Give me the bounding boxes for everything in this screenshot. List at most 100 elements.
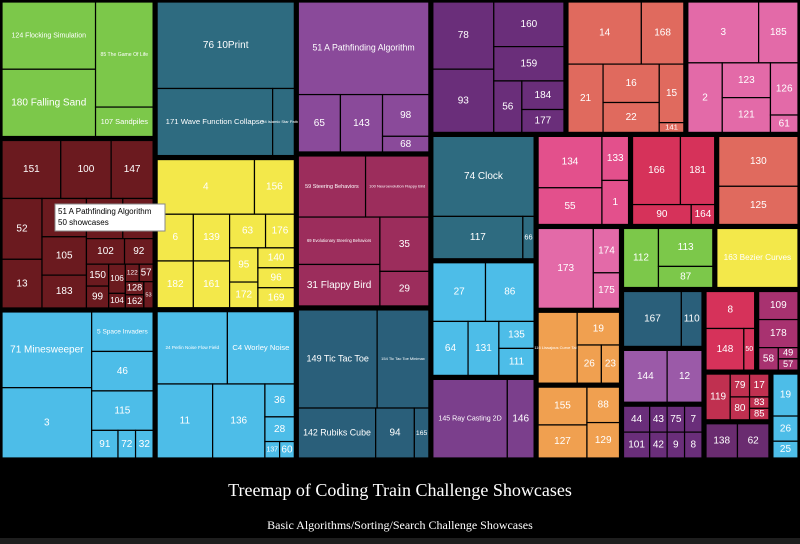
tile <box>143 281 154 309</box>
tile-label: 101 <box>628 440 645 451</box>
tile <box>777 358 799 371</box>
tile <box>297 155 367 218</box>
tile <box>264 416 295 443</box>
tile-label: 78 <box>458 30 470 41</box>
tile <box>432 320 469 376</box>
tile-label: 52 <box>16 224 28 235</box>
tooltip: 51 A Pathfinding Algorithm 50 showcases <box>54 203 166 232</box>
tile-label: 80 <box>734 403 746 414</box>
tile-label: 117 <box>470 232 486 243</box>
tile-label: 171 Wave Function Collapse <box>166 117 264 126</box>
tile-label: 111 <box>509 357 525 368</box>
tile-label: 154 Tic Tac Toe Minimax <box>381 356 425 361</box>
tile <box>381 93 430 137</box>
tile <box>658 122 685 133</box>
tile-label: 143 <box>353 118 370 129</box>
tile-label: 61 <box>779 118 791 129</box>
tile-label: 125 <box>750 200 767 211</box>
tile-label: 164 <box>695 209 712 220</box>
tile-label: 50 <box>745 346 753 353</box>
tile-label: 105 <box>56 251 73 262</box>
tile-label: 180 Falling Sand <box>11 98 86 109</box>
tile-label: 93 <box>458 95 470 106</box>
tile-label: 128 <box>127 283 142 293</box>
tile <box>1 197 43 260</box>
chart-title: Treemap of Coding Train Challenge Showca… <box>228 480 572 500</box>
tile-label: 100 <box>78 164 95 175</box>
tile <box>680 290 703 347</box>
tile-label: 110 <box>684 314 700 325</box>
tile-label: 161 <box>203 279 220 290</box>
tile <box>521 80 565 111</box>
tile-label: 169 <box>268 292 285 303</box>
tooltip-text: 50 showcases <box>58 218 109 227</box>
tile-label: 156 <box>266 182 283 193</box>
tile-label: 28 <box>274 424 286 435</box>
tile-label: 3 <box>44 417 50 428</box>
tile <box>622 405 651 433</box>
tile-label: 49 <box>783 348 793 358</box>
tile <box>718 185 799 226</box>
tile <box>521 108 565 133</box>
tile <box>537 187 603 226</box>
tile <box>1 139 62 200</box>
tile <box>537 227 594 309</box>
tile-label: 22 <box>626 112 638 123</box>
treemap: 124 Flocking Simulation 180 Falling Sand 8… <box>1 1 799 459</box>
tile-label: 183 <box>56 286 73 297</box>
tile-label: C4 Worley Noise <box>232 343 289 352</box>
tile <box>772 373 799 417</box>
tile-label: 46 <box>117 366 129 377</box>
tile-label: 182 <box>167 279 184 290</box>
tile <box>1 387 93 459</box>
tile-label: 176 <box>272 226 289 237</box>
tile-label: 139 <box>203 232 220 243</box>
tile <box>156 311 228 385</box>
tile-label: 177 <box>535 116 552 127</box>
tile-label: 100 Neuroevolution Flappy Bird <box>369 184 425 189</box>
tile-label: 9 <box>673 440 679 451</box>
tile-label: 99 <box>92 292 104 303</box>
tile-label: 172 <box>235 290 252 301</box>
tile <box>705 373 731 421</box>
tile-label: 166 <box>648 165 665 176</box>
tile-label: 36 <box>274 395 286 406</box>
tile <box>602 63 660 104</box>
tile-label: 134 <box>562 157 579 168</box>
tile-label: 17 <box>754 380 766 391</box>
tile-label: 150 <box>89 270 106 281</box>
tile-label: 144 <box>637 371 654 382</box>
tile <box>156 1 295 90</box>
tile-label: 60 <box>281 444 293 455</box>
tile-label: 16 <box>626 78 638 89</box>
tile-label: 174 <box>598 245 615 256</box>
tile-label: 104 <box>110 296 124 305</box>
tile-label: 4 <box>203 182 209 193</box>
tile-label: 57 <box>783 359 793 369</box>
tile-label: 11 <box>180 416 191 427</box>
tile-label: 42 <box>653 440 665 451</box>
tile-label: 133 <box>607 153 624 164</box>
tile <box>297 407 377 459</box>
tile-label: 141 <box>665 123 678 132</box>
tile-label: 146 <box>512 413 529 424</box>
tile-label: 12 <box>679 371 691 382</box>
tile-label: 26 <box>780 423 792 434</box>
tile <box>600 344 621 384</box>
tile-label: 178 <box>770 328 787 339</box>
tile <box>721 97 772 133</box>
tile-label: 140 <box>268 252 285 263</box>
tile <box>156 87 274 157</box>
tile <box>156 260 194 309</box>
tile-label: 74 Clock <box>464 171 504 182</box>
tile-label: 85 <box>754 408 764 419</box>
tile <box>379 270 430 307</box>
tile-label: 66 <box>524 233 532 242</box>
tile <box>41 274 88 309</box>
tile <box>228 281 259 309</box>
tile <box>41 236 88 276</box>
tile <box>192 213 231 262</box>
tile <box>576 311 621 346</box>
tile-label: 59 Steering Behaviors <box>305 184 359 190</box>
tile-label: 44 <box>631 414 643 425</box>
